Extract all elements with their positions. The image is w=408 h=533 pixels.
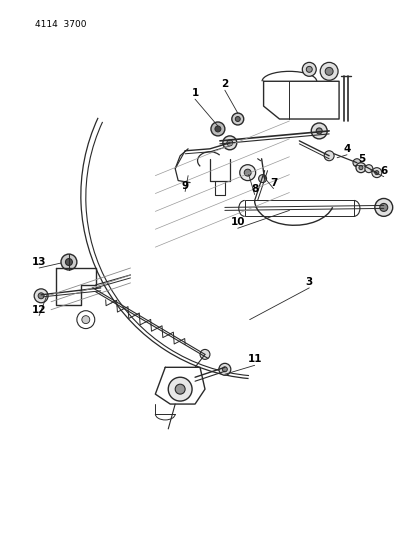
Circle shape (223, 136, 237, 150)
Circle shape (211, 122, 225, 136)
Circle shape (324, 151, 334, 161)
Circle shape (235, 117, 240, 122)
Circle shape (200, 350, 210, 359)
Text: 10: 10 (231, 217, 245, 227)
Circle shape (356, 163, 366, 173)
Text: 1: 1 (191, 88, 199, 98)
Circle shape (375, 171, 379, 175)
Circle shape (219, 364, 231, 375)
Circle shape (34, 289, 48, 303)
Text: 5: 5 (358, 154, 366, 164)
Circle shape (240, 165, 256, 181)
Circle shape (175, 384, 185, 394)
Circle shape (77, 311, 95, 328)
Circle shape (306, 67, 312, 72)
Circle shape (61, 254, 77, 270)
Text: 7: 7 (270, 177, 277, 188)
Circle shape (215, 126, 221, 132)
Circle shape (365, 165, 373, 173)
Circle shape (325, 67, 333, 75)
Circle shape (65, 259, 72, 265)
Circle shape (168, 377, 192, 401)
Circle shape (353, 159, 361, 167)
Circle shape (227, 140, 233, 146)
Circle shape (222, 367, 227, 372)
Circle shape (372, 168, 382, 177)
Text: 3: 3 (306, 277, 313, 287)
Circle shape (375, 198, 393, 216)
Text: 12: 12 (32, 305, 47, 314)
Circle shape (302, 62, 316, 76)
Text: 6: 6 (380, 166, 387, 176)
Text: 4: 4 (344, 144, 351, 154)
Circle shape (320, 62, 338, 80)
Circle shape (38, 293, 44, 299)
Text: 4114  3700: 4114 3700 (35, 20, 86, 29)
Text: 13: 13 (32, 257, 47, 267)
Text: 9: 9 (182, 181, 188, 191)
Circle shape (82, 316, 90, 324)
Circle shape (380, 204, 388, 212)
Bar (245, 200, 354, 216)
Circle shape (244, 169, 251, 176)
Text: 2: 2 (221, 79, 228, 89)
Circle shape (259, 175, 266, 183)
Circle shape (311, 123, 327, 139)
Text: 8: 8 (251, 183, 258, 193)
Circle shape (232, 113, 244, 125)
Text: 11: 11 (247, 354, 262, 365)
Circle shape (316, 128, 322, 134)
Circle shape (359, 166, 363, 169)
